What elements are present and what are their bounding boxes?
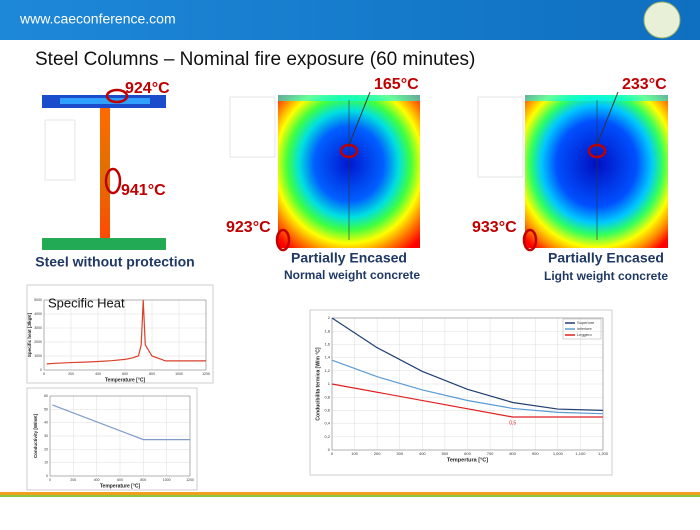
x-axis-label: Tempertura [°C] — [447, 457, 488, 463]
leader — [596, 91, 619, 146]
chart-frame — [309, 309, 613, 476]
x-tick-label: 200 — [374, 451, 381, 456]
y-axis-label: Conducibilita termica [W/m °C] — [315, 347, 321, 420]
steel-section — [42, 95, 166, 250]
x-tick-label: 1000 — [163, 478, 171, 482]
temperature: 941°C — [121, 182, 166, 199]
x-axis-label: Temperature [°C] — [100, 483, 141, 489]
temperature: 924°C — [125, 80, 170, 97]
y-tick-label: 20 — [44, 447, 48, 451]
subcaption: Light weight concrete — [544, 269, 668, 283]
x-tick-label: 400 — [95, 372, 101, 376]
y-axis-label: Specific heat [J/kgK] — [27, 312, 32, 357]
y-tick-label: 0 — [40, 368, 42, 372]
plot-area — [49, 395, 191, 477]
y-tick-label: 40 — [44, 421, 48, 425]
x-tick-label: 1200 — [202, 372, 210, 376]
temperature: 923°C — [226, 219, 271, 236]
temperature: 933°C — [472, 219, 517, 236]
y-tick-label: 1 — [328, 381, 331, 386]
y-tick-label: 50 — [44, 407, 48, 411]
x-tick-label: 200 — [68, 372, 74, 376]
y-tick-label: 1,4 — [324, 355, 330, 360]
y-tick-label: 2 — [328, 315, 331, 320]
series-line — [331, 383, 603, 418]
y-tick-label: 30 — [44, 434, 48, 438]
x-tick-label: 0 — [49, 478, 51, 482]
y-tick-label: 60 — [44, 394, 48, 398]
x-tick-label: 400 — [419, 451, 426, 456]
footer-rule — [0, 495, 700, 497]
x-tick-label: 500 — [442, 451, 449, 456]
slide-title: Steel Columns – Nominal fire exposure (6… — [35, 49, 475, 70]
header-bar — [0, 0, 700, 40]
x-tick-label: 700 — [487, 451, 494, 456]
annotation: 0,5 — [509, 420, 516, 426]
caption: Partially Encased — [291, 250, 407, 266]
legend-box — [562, 318, 602, 340]
series-line — [46, 299, 206, 365]
y-tick-label: 4000 — [34, 312, 42, 316]
x-tick-label: 0 — [43, 372, 45, 376]
y-tick-label: 2000 — [34, 340, 42, 344]
marker — [105, 88, 129, 104]
legend-label: Leggero — [577, 332, 592, 337]
x-tick-label: 900 — [532, 451, 539, 456]
x-tick-label: 0 — [331, 451, 334, 456]
y-tick-label: 1000 — [34, 354, 42, 358]
x-tick-label: 600 — [122, 372, 128, 376]
y-tick-label: 10 — [44, 461, 48, 465]
x-tick-label: 600 — [117, 478, 123, 482]
x-tick-label: 1,000 — [553, 451, 564, 456]
x-tick-label: 800 — [509, 451, 516, 456]
chart-frame — [26, 284, 214, 384]
encased-normal — [229, 95, 420, 248]
url: www.caeconference.com — [19, 11, 176, 27]
y-tick-label: 1,8 — [324, 328, 330, 333]
series-line — [52, 404, 190, 441]
x-axis-label: Temperature [°C] — [105, 377, 146, 383]
x-tick-label: 400 — [94, 478, 100, 482]
y-tick-label: 0 — [46, 474, 48, 478]
marker — [522, 228, 538, 252]
x-tick-label: 200 — [70, 478, 76, 482]
logo — [643, 1, 681, 39]
x-tick-label: 1,200 — [598, 451, 609, 456]
y-tick-label: 3000 — [34, 326, 42, 330]
y-axis-label: Conductivity [W/mK] — [33, 413, 38, 458]
y-tick-label: 0,8 — [324, 394, 330, 399]
caption: Steel without protection — [35, 254, 194, 270]
x-tick-label: 600 — [464, 451, 471, 456]
plot-area — [43, 299, 207, 371]
x-tick-label: 800 — [149, 372, 155, 376]
y-tick-label: 1,2 — [324, 368, 330, 373]
x-tick-label: 1,100 — [575, 451, 586, 456]
y-tick-label: 5000 — [34, 298, 42, 302]
chart-title: Specific Heat — [48, 295, 125, 310]
temperature: 233°C — [622, 76, 667, 93]
x-tick-label: 800 — [140, 478, 146, 482]
x-tick-label: 1000 — [175, 372, 183, 376]
footer-rule — [0, 492, 700, 495]
marker — [104, 167, 122, 195]
caption: Partially Encased — [548, 250, 664, 266]
y-tick-label: 1,6 — [324, 341, 330, 346]
subcaption: Normal weight concrete — [284, 268, 420, 282]
y-tick-label: 0,2 — [324, 434, 330, 439]
y-tick-label: 0 — [328, 447, 331, 452]
series-line — [331, 317, 604, 411]
leader — [348, 91, 371, 146]
series-line — [331, 359, 604, 415]
x-tick-label: 300 — [396, 451, 403, 456]
temperature: 165°C — [374, 76, 419, 93]
x-tick-label: 1200 — [186, 478, 194, 482]
y-tick-label: 0,4 — [324, 421, 330, 426]
marker — [275, 228, 291, 252]
y-tick-label: 0,6 — [324, 407, 330, 412]
x-tick-label: 100 — [351, 451, 358, 456]
legend-label: Superiore — [577, 320, 595, 325]
legend-label: Inferiore — [577, 326, 592, 331]
encased-light — [477, 95, 668, 248]
